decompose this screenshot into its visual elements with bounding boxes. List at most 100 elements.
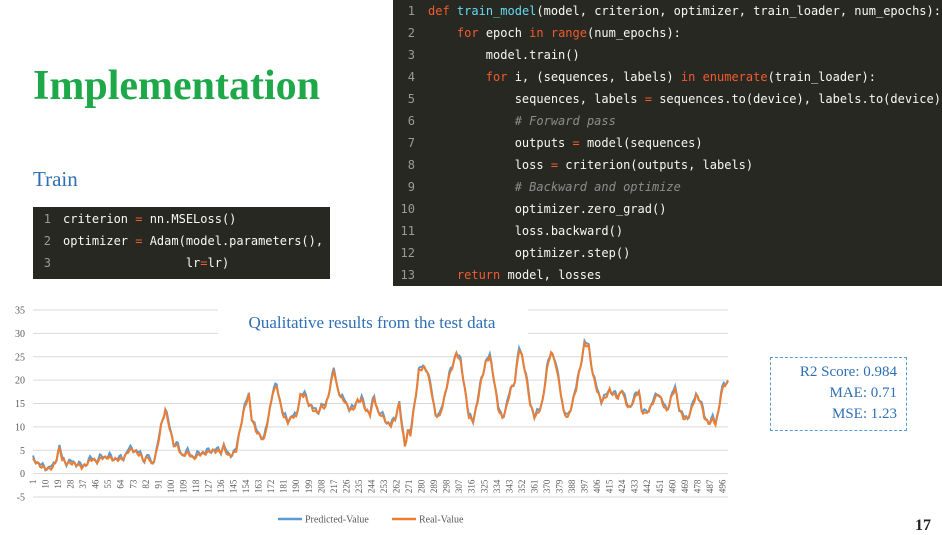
y-tick-label: 10 — [15, 422, 25, 433]
code-text: optimizer.zero_grad() — [428, 202, 667, 216]
x-tick-label: 325 — [479, 479, 489, 493]
y-tick-label: -5 — [17, 493, 25, 504]
y-tick-label: 20 — [15, 376, 25, 387]
code-text: # Forward pass — [514, 114, 616, 128]
x-tick-label: 316 — [467, 479, 477, 493]
x-tick-label: 10 — [41, 479, 51, 489]
x-tick-label: 469 — [680, 479, 690, 493]
line-number: 9 — [407, 180, 415, 194]
r2-score: R2 Score: 0.984 — [799, 364, 897, 380]
line-number: 10 — [400, 202, 415, 216]
x-tick-label: 217 — [329, 479, 339, 493]
code-block-loss-optimizer: 1 criterion = nn.MSELoss() 2 optimizer = Ad… — [33, 207, 330, 279]
x-tick-label: 397 — [580, 479, 590, 493]
mae-score: MAE: 0.71 — [829, 385, 898, 401]
x-tick-label: 163 — [254, 479, 264, 493]
mse-score: MSE: 1.23 — [831, 406, 897, 422]
x-tick-label: 451 — [655, 480, 665, 494]
x-tick-label: 172 — [266, 480, 276, 494]
metrics-box: R2 Score: 0.984 MAE: 0.71 MSE: 1.23 — [770, 357, 907, 431]
line-number: 5 — [407, 92, 415, 106]
chart-title-backdrop — [218, 308, 528, 336]
x-tick-label: 298 — [442, 479, 452, 493]
x-tick-label: 28 — [66, 479, 76, 489]
x-tick-label: 388 — [567, 479, 577, 493]
x-tick-label: 91 — [153, 480, 163, 489]
x-tick-label: 361 — [529, 480, 539, 494]
y-tick-label: 0 — [20, 469, 25, 480]
code-text: sequences, labels = sequences.to(device)… — [428, 92, 941, 106]
code-text: for epoch in range(num_epochs): — [456, 26, 681, 40]
chart-title: Qualitative results from the test data — [249, 313, 496, 332]
x-tick-label: 424 — [617, 479, 627, 493]
page-number: 17 — [915, 517, 931, 534]
code-text: criterion = nn.MSELoss() — [63, 212, 237, 226]
x-tick-label: 118 — [191, 479, 201, 493]
x-tick-label: 46 — [91, 479, 101, 489]
line-number: 2 — [43, 234, 51, 248]
code-text: # Backward and optimize — [514, 180, 681, 194]
x-tick-label: 37 — [78, 479, 88, 489]
x-tick-label: 19 — [53, 479, 63, 489]
x-tick-label: 460 — [667, 479, 677, 493]
x-tick-label: 127 — [203, 479, 213, 493]
x-tick-label: 433 — [630, 479, 640, 493]
x-tick-label: 235 — [354, 479, 364, 493]
x-tick-label: 334 — [492, 479, 502, 493]
x-tick-label: 487 — [705, 479, 715, 493]
line-number: 11 — [400, 224, 415, 238]
x-tick-label: 280 — [417, 479, 427, 493]
x-tick-label: 109 — [178, 479, 188, 493]
series-line-real — [32, 339, 729, 472]
code-text: model.train() — [428, 48, 580, 62]
line-number: 12 — [400, 246, 415, 260]
x-tick-label: 55 — [103, 479, 113, 489]
code-text: return model, losses — [456, 268, 602, 282]
x-tick-label: 496 — [717, 479, 727, 493]
code-text: def train_model(model, criterion, optimi… — [428, 4, 941, 18]
slide-subtitle: Train — [33, 167, 78, 191]
x-tick-label: 82 — [141, 480, 151, 489]
x-tick-label: 352 — [517, 480, 527, 494]
line-number: 4 — [407, 70, 415, 84]
line-number: 1 — [407, 4, 415, 18]
legend-label: Real-Value — [419, 515, 464, 526]
x-tick-label: 145 — [229, 479, 239, 493]
line-number: 3 — [43, 256, 51, 270]
x-tick-label: 190 — [291, 479, 301, 493]
x-tick-label: 1 — [28, 480, 38, 485]
x-tick-label: 406 — [592, 479, 602, 493]
line-number: 6 — [407, 114, 415, 128]
code-text: loss.backward() — [428, 224, 624, 238]
x-tick-label: 307 — [454, 479, 464, 493]
x-tick-label: 226 — [341, 479, 351, 493]
x-tick-label: 442 — [642, 480, 652, 494]
code-text: lr=lr) — [63, 256, 230, 270]
code-text: loss = criterion(outputs, labels) — [428, 158, 754, 172]
line-number: 3 — [407, 48, 415, 62]
code-text: optimizer.step() — [428, 246, 631, 260]
x-tick-label: 289 — [429, 479, 439, 493]
y-tick-label: 30 — [15, 329, 25, 340]
slide-title: Implementation — [33, 63, 320, 109]
x-tick-label: 154 — [241, 479, 251, 493]
y-tick-label: 25 — [15, 352, 25, 363]
x-tick-label: 253 — [379, 479, 389, 493]
x-tick-label: 262 — [392, 480, 402, 494]
line-number: 1 — [43, 212, 51, 226]
code-text: for i, (sequences, labels) in enumerate(… — [485, 70, 876, 84]
x-tick-label: 73 — [128, 479, 138, 489]
line-number: 8 — [407, 158, 415, 172]
x-tick-label: 199 — [304, 479, 314, 493]
x-tick-label: 478 — [692, 479, 702, 493]
y-tick-label: 35 — [15, 306, 25, 317]
line-number: 7 — [407, 136, 415, 150]
x-tick-label: 379 — [554, 479, 564, 493]
x-tick-label: 64 — [116, 479, 126, 489]
legend-label: Predicted-Value — [305, 515, 369, 526]
line-number: 2 — [407, 26, 415, 40]
y-tick-label: 15 — [15, 399, 25, 410]
x-tick-label: 370 — [542, 479, 552, 493]
code-text: optimizer = Adam(model.parameters(), — [63, 234, 324, 248]
